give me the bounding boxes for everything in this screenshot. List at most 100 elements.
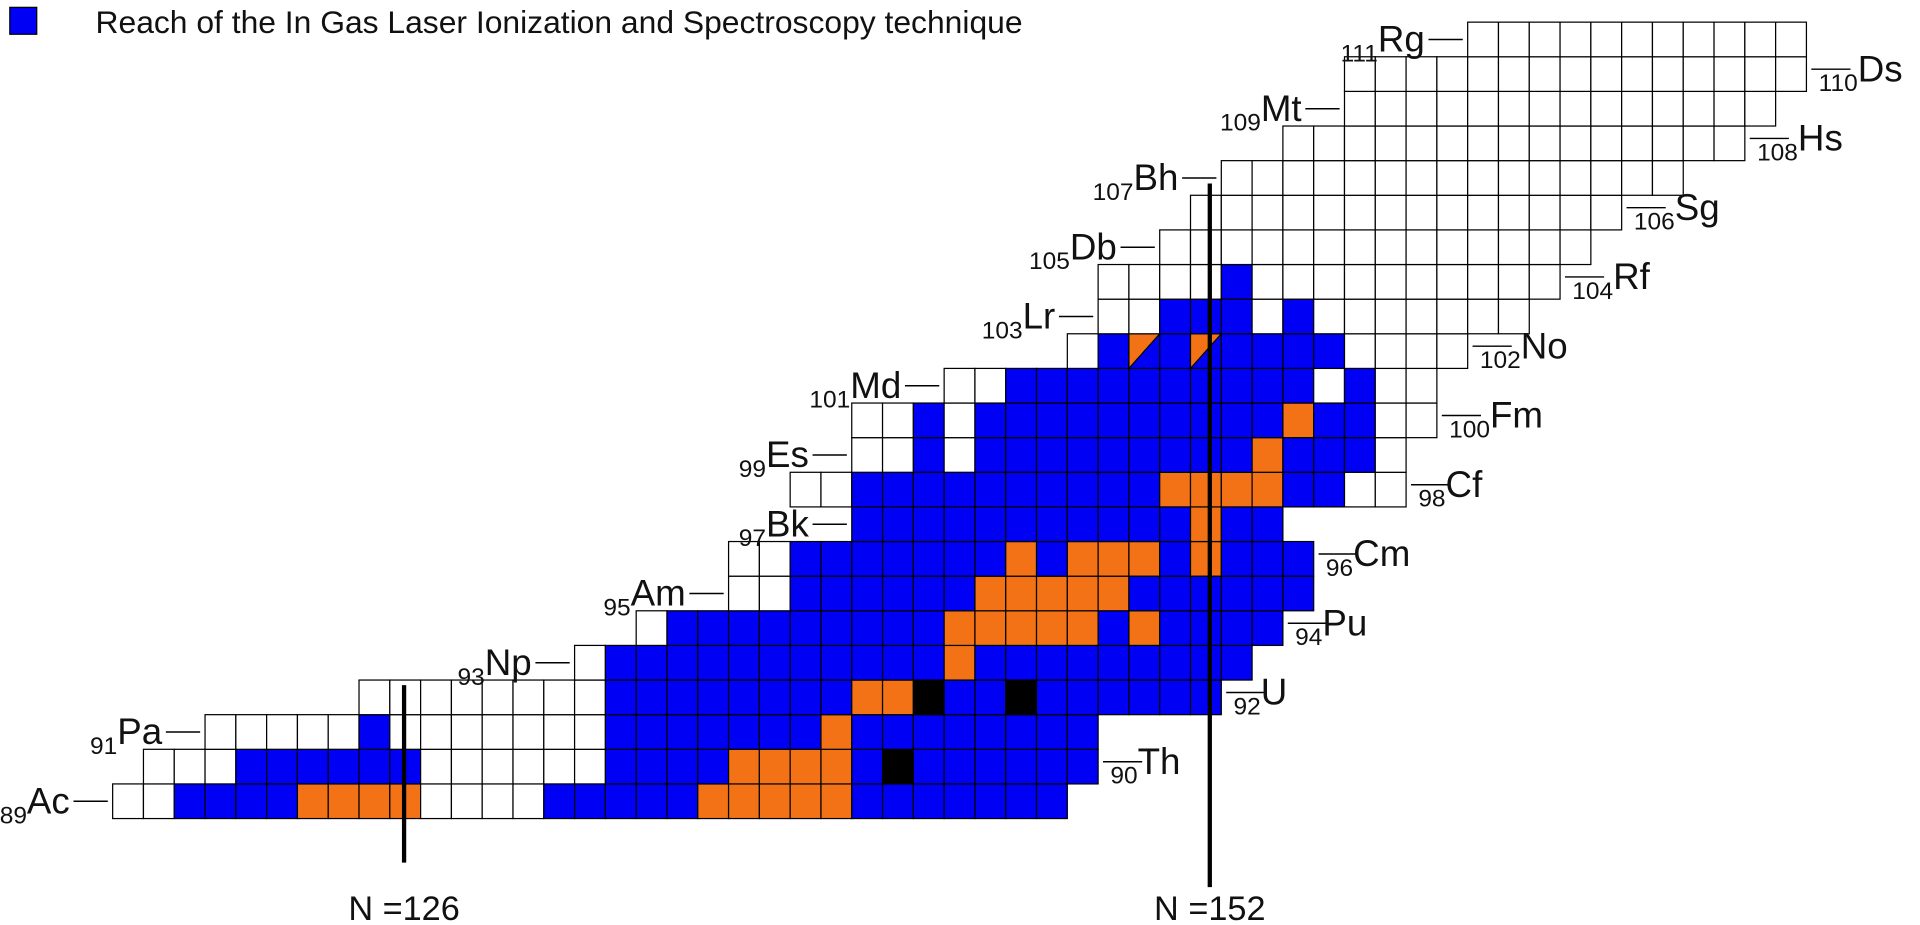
nuclide-cell (1251, 263, 1284, 300)
nuclide-cell (697, 610, 730, 647)
nuclide-cell (1189, 679, 1222, 716)
nuclide-cell (1159, 402, 1192, 439)
nuclide-cell (758, 783, 791, 820)
nuclide-cell (358, 679, 391, 716)
nuclide-cell (1005, 506, 1038, 543)
nuclide-cell (204, 714, 237, 750)
nuclide-cell (1282, 575, 1315, 612)
element-label: 107Bh (1093, 157, 1179, 206)
nuclide-cell (1497, 125, 1530, 162)
element-label: 98Cf (1418, 464, 1483, 513)
element-label: 91Pa (90, 711, 163, 760)
nuclide-cell (697, 748, 730, 785)
nuclide-cell (1159, 263, 1192, 300)
nuclide-cell (1343, 229, 1376, 266)
nuclide-cell (1467, 21, 1500, 58)
shell-label: N =152 (1154, 890, 1265, 925)
nuclide-cell (573, 644, 606, 681)
nuclide-cell (1374, 56, 1407, 93)
nuclide-cell (1282, 194, 1315, 231)
nuclide-cell (943, 644, 976, 681)
nuclide-cell (1035, 437, 1068, 473)
atomic-number: 106 (1634, 209, 1675, 236)
nuclide-cell (1313, 333, 1346, 370)
nuclide-cell (1220, 194, 1253, 231)
nuclide-cell (1374, 437, 1407, 473)
nuclide-cell (1713, 90, 1746, 127)
nuclide-cell (481, 748, 514, 785)
nuclide-cell (1282, 333, 1315, 370)
nuclide-cell (727, 575, 760, 612)
nuclide-cell (820, 748, 853, 785)
nuclide-cell (1775, 56, 1808, 93)
nuclide-cell (727, 714, 760, 750)
nuclide-cell (1189, 194, 1222, 231)
nuclide-cell (1528, 160, 1561, 196)
nuclide-cell (420, 714, 453, 750)
element-label: 96Cm (1326, 533, 1410, 582)
nuclide-cell (943, 437, 976, 473)
atomic-number: 94 (1295, 624, 1322, 651)
nuclide-cell (1405, 402, 1438, 439)
nuclide-cell (943, 783, 976, 820)
nuclide-cell (1313, 160, 1346, 196)
nuclide-cell (912, 506, 945, 543)
nuclide-cell (1343, 367, 1376, 404)
nuclide-cell (327, 714, 360, 750)
element-label: 97Bk (739, 503, 810, 552)
nuclide-cell (881, 402, 914, 439)
nuclide-cell (1343, 298, 1376, 335)
nuclide-cell (543, 679, 576, 716)
nuclide-cell (1682, 125, 1715, 162)
nuclide-cell (1159, 298, 1192, 335)
nuclide-cell (358, 714, 391, 750)
atomic-number: 99 (739, 456, 766, 483)
element-symbol: Lr (1023, 296, 1056, 337)
nuclide-cell (1559, 194, 1592, 231)
nuclide-cell (235, 783, 268, 820)
element-symbol: Mt (1261, 88, 1302, 129)
element-label: 100Fm (1449, 395, 1543, 444)
nuclide-cell (235, 748, 268, 785)
atomic-number: 97 (739, 525, 766, 552)
nuclide-cell (974, 714, 1007, 750)
nuclide-cell (789, 610, 822, 647)
nuclide-cell (1251, 575, 1284, 612)
nuclide-cell (1343, 471, 1376, 508)
nuclide-cell (1651, 90, 1684, 127)
nuclide-cell (173, 748, 206, 785)
element-label: 93Np (458, 642, 532, 691)
element-symbol: Np (485, 642, 532, 683)
nuclide-cell (1559, 125, 1592, 162)
nuclide-cell (1590, 160, 1623, 196)
nuclide-cell (1159, 610, 1192, 647)
nuclide-cell (1374, 333, 1407, 370)
nuclide-cell (1405, 90, 1438, 127)
element-label: 111Rg (1341, 19, 1425, 68)
nuclide-cell (635, 679, 668, 716)
nuclide-cell (1590, 90, 1623, 127)
nuclide-cell (1713, 56, 1746, 93)
nuclide-cell (943, 714, 976, 750)
element-label: 102No (1480, 325, 1568, 374)
element-symbol: Es (766, 434, 809, 475)
nuclide-cell (1590, 56, 1623, 93)
nuclide-cell (1097, 333, 1130, 370)
nuclide-cell (142, 748, 175, 785)
nuclide-cell (1159, 575, 1192, 612)
nuclide-cell (1621, 90, 1654, 127)
nuclide-cell (1005, 714, 1038, 750)
nuclide-cell (1159, 367, 1192, 404)
nuclide-cell (666, 748, 699, 785)
atomic-number: 102 (1480, 347, 1521, 374)
nuclide-cell (1467, 229, 1500, 266)
atomic-number: 95 (603, 595, 630, 622)
nuclide-cell (635, 783, 668, 820)
nuclide-cell (1343, 333, 1376, 370)
nuclide-cell (1189, 575, 1222, 612)
nuclide-cell (789, 714, 822, 750)
element-symbol: Cf (1446, 464, 1484, 505)
nuclide-cell (1220, 367, 1253, 404)
nuclide-cell (666, 783, 699, 820)
